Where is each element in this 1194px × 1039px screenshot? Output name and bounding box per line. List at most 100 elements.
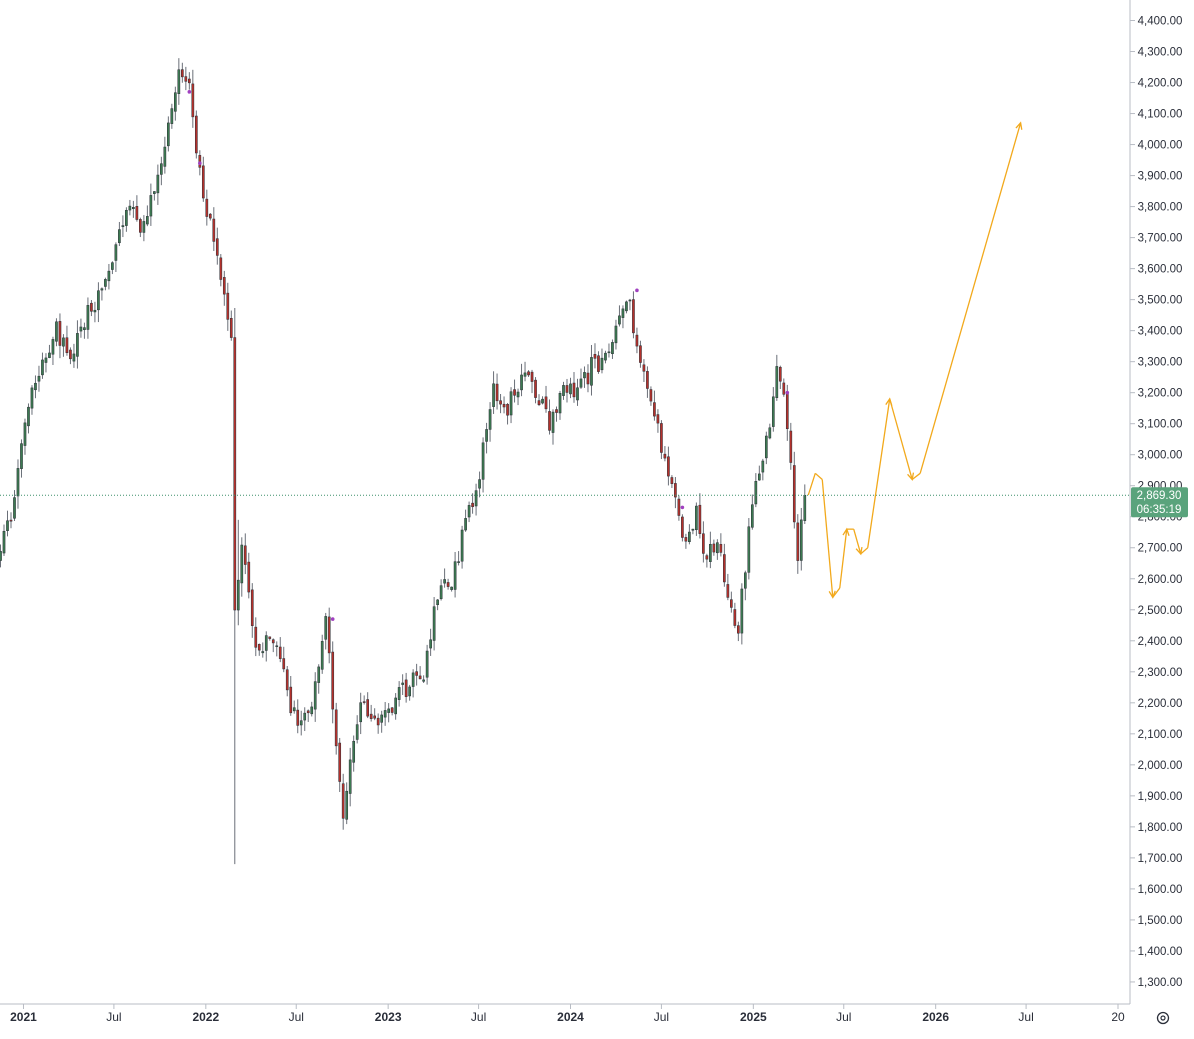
candle[interactable]: [132, 200, 135, 218]
candle[interactable]: [125, 207, 128, 232]
candle[interactable]: [72, 343, 76, 368]
candle[interactable]: [712, 539, 716, 556]
candle[interactable]: [184, 66, 188, 91]
projection-segment[interactable]: [807, 473, 816, 496]
candle[interactable]: [635, 327, 639, 354]
candle[interactable]: [34, 375, 37, 399]
candle[interactable]: [481, 437, 485, 493]
candle[interactable]: [733, 602, 737, 629]
event-marker[interactable]: [635, 288, 639, 293]
candle[interactable]: [23, 418, 27, 455]
candle[interactable]: [404, 672, 408, 703]
candle[interactable]: [212, 207, 216, 251]
candle[interactable]: [555, 406, 558, 422]
candle[interactable]: [170, 103, 174, 129]
candle[interactable]: [768, 423, 772, 440]
candle[interactable]: [313, 672, 317, 722]
candle[interactable]: [443, 568, 446, 588]
candle[interactable]: [782, 378, 786, 397]
candle[interactable]: [355, 715, 359, 744]
candle[interactable]: [9, 512, 13, 529]
candle[interactable]: [771, 387, 775, 432]
candle[interactable]: [607, 343, 611, 358]
candle[interactable]: [751, 494, 754, 530]
candle[interactable]: [334, 702, 338, 755]
candle[interactable]: [243, 533, 247, 575]
candle[interactable]: [254, 617, 258, 657]
candle[interactable]: [579, 368, 583, 389]
candle[interactable]: [551, 409, 555, 445]
settings-icon[interactable]: [1156, 1011, 1170, 1025]
candle[interactable]: [187, 72, 191, 90]
projection-segment[interactable]: [832, 587, 841, 598]
candle[interactable]: [229, 310, 233, 341]
candle[interactable]: [69, 347, 72, 365]
candle[interactable]: [401, 674, 404, 695]
candle[interactable]: [324, 612, 328, 650]
candle[interactable]: [677, 495, 681, 521]
candle[interactable]: [264, 631, 268, 662]
candle[interactable]: [593, 343, 597, 369]
event-marker[interactable]: [785, 390, 790, 395]
candle[interactable]: [285, 666, 289, 697]
candle[interactable]: [411, 669, 415, 698]
candle[interactable]: [320, 634, 324, 674]
candle[interactable]: [576, 378, 579, 406]
candle[interactable]: [726, 573, 730, 601]
candle[interactable]: [747, 518, 751, 580]
projection-segment[interactable]: [839, 529, 848, 589]
candle[interactable]: [628, 298, 632, 311]
candle[interactable]: [292, 700, 296, 714]
candle[interactable]: [656, 409, 660, 433]
time-axis[interactable]: 2021 Jul 2022 Jul 2023 Jul 2024 Jul 2025 Jul 2026 J…: [10, 1004, 1125, 1024]
candle[interactable]: [460, 525, 464, 569]
candle[interactable]: [530, 369, 534, 394]
projection-segment[interactable]: [821, 479, 834, 598]
candle[interactable]: [13, 490, 16, 522]
candle[interactable]: [597, 351, 600, 374]
projection-segment[interactable]: [853, 528, 862, 555]
candle[interactable]: [446, 578, 450, 590]
candle[interactable]: [121, 215, 125, 238]
candle[interactable]: [778, 365, 782, 390]
candle[interactable]: [167, 116, 170, 152]
candle[interactable]: [506, 402, 509, 425]
candle[interactable]: [792, 451, 796, 529]
projection-segment[interactable]: [889, 398, 913, 480]
candle[interactable]: [278, 637, 282, 663]
candle[interactable]: [705, 553, 709, 568]
candle[interactable]: [331, 641, 335, 724]
candle[interactable]: [362, 695, 366, 705]
candle[interactable]: [499, 393, 502, 414]
candle[interactable]: [534, 377, 537, 404]
candle[interactable]: [775, 354, 779, 401]
candle[interactable]: [44, 353, 48, 373]
candle[interactable]: [261, 642, 265, 658]
candle[interactable]: [139, 217, 142, 238]
candle[interactable]: [250, 583, 254, 638]
candle[interactable]: [698, 493, 702, 539]
candle[interactable]: [670, 475, 674, 488]
candle[interactable]: [191, 69, 195, 128]
candle[interactable]: [177, 58, 181, 105]
candle[interactable]: [380, 710, 383, 733]
candle[interactable]: [467, 501, 471, 523]
candle[interactable]: [236, 519, 240, 626]
candle[interactable]: [163, 136, 167, 174]
candle[interactable]: [453, 552, 457, 598]
candle[interactable]: [502, 396, 506, 414]
candle[interactable]: [93, 301, 97, 323]
candle[interactable]: [268, 636, 272, 641]
candle[interactable]: [240, 537, 244, 597]
candle[interactable]: [128, 199, 132, 216]
candle[interactable]: [614, 319, 618, 350]
candle[interactable]: [432, 597, 436, 651]
candle[interactable]: [649, 386, 653, 406]
projection-segment[interactable]: [919, 122, 1022, 474]
candle[interactable]: [383, 701, 387, 726]
candle[interactable]: [621, 305, 625, 329]
candle[interactable]: [537, 394, 541, 407]
candle[interactable]: [16, 459, 20, 509]
candle[interactable]: [495, 373, 499, 410]
projection-drawing[interactable]: [807, 121, 1023, 599]
